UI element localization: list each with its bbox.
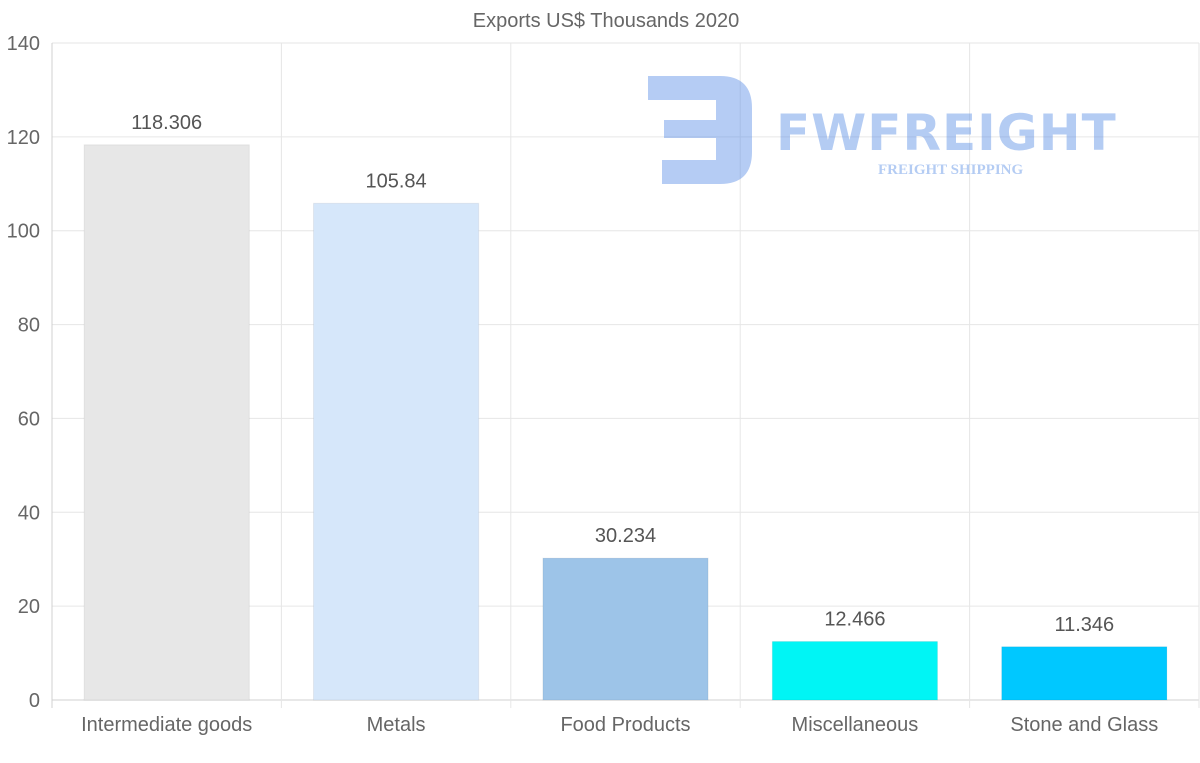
y-tick-label: 0	[29, 690, 40, 712]
bar-value-label: 105.84	[366, 170, 427, 192]
chart-title: Exports US$ Thousands 2020	[473, 10, 739, 32]
x-category-label: Food Products	[560, 714, 690, 736]
bars	[83, 144, 1168, 701]
x-axis-categories: Intermediate goods Metals Food Products Mis…	[81, 714, 1158, 736]
bar-value-label: 11.346	[1054, 614, 1114, 636]
x-category-label: Miscellaneous	[792, 714, 919, 736]
x-category-label: Metals	[367, 714, 426, 736]
bar-value-label: 30.234	[595, 525, 656, 547]
bar-value-label: 118.306	[131, 112, 202, 134]
y-tick-label: 20	[18, 596, 40, 618]
x-category-label: Stone and Glass	[1010, 714, 1158, 736]
y-tick-label: 60	[18, 408, 40, 430]
value-labels: 118.306 105.84 30.234 12.466 11.346	[131, 112, 1114, 636]
y-tick-label: 140	[7, 33, 40, 55]
bar	[771, 640, 938, 701]
watermark-brand: FWFREIGHT	[776, 104, 1117, 162]
x-category-label: Intermediate goods	[81, 714, 252, 736]
y-tick-label: 80	[18, 315, 40, 337]
watermark-tagline: FREIGHT SHIPPING	[878, 162, 1023, 178]
fwfreight-logo-icon	[648, 76, 752, 184]
bar	[83, 144, 250, 701]
bar	[542, 557, 709, 701]
y-axis-ticks: 0 20 40 60 80 100 120 140	[7, 33, 40, 712]
bar-value-label: 12.466	[824, 608, 885, 630]
watermark-logo: FWFREIGHT FREIGHT SHIPPING	[648, 76, 1117, 184]
y-tick-label: 100	[7, 221, 40, 243]
bar	[1001, 646, 1168, 701]
bar	[313, 202, 480, 701]
y-tick-label: 120	[7, 127, 40, 149]
y-tick-label: 40	[18, 502, 40, 524]
